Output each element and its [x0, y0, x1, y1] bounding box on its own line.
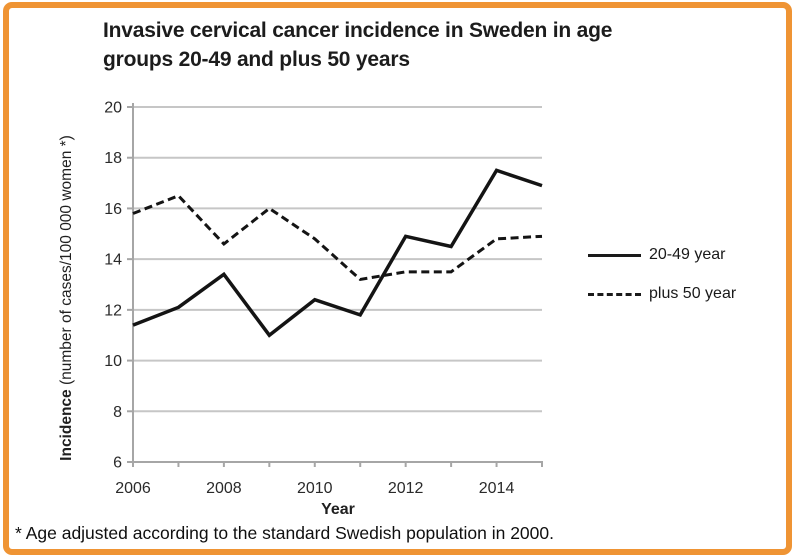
svg-text:2006: 2006: [115, 480, 151, 497]
chart-title: Invasive cervical cancer incidence in Sw…: [103, 17, 612, 74]
svg-text:18: 18: [104, 150, 122, 167]
svg-text:2012: 2012: [388, 480, 424, 497]
y-axis-title: Incidence (number of cases/100 000 women…: [52, 98, 82, 498]
svg-text:6: 6: [113, 455, 122, 472]
svg-text:2010: 2010: [297, 480, 333, 497]
solid-line-swatch: [588, 253, 641, 257]
legend-label: plus 50 year: [649, 285, 737, 302]
y-axis-title-rest: (number of cases/100 000 women *): [58, 135, 76, 390]
y-axis-title-bold: Incidence: [58, 389, 76, 461]
legend-item-20-49: 20-49 year: [588, 244, 736, 266]
legend: 20-49 year plus 50 year: [588, 244, 736, 305]
legend-item-plus-50: plus 50 year: [588, 283, 736, 305]
svg-text:10: 10: [104, 353, 122, 370]
chart-title-line-2: groups 20-49 and plus 50 years: [103, 47, 410, 71]
svg-text:20: 20: [104, 100, 122, 117]
legend-label: 20-49 year: [649, 246, 726, 263]
svg-text:16: 16: [104, 201, 122, 218]
chart-title-line-1: Invasive cervical cancer incidence in Sw…: [103, 19, 613, 42]
footnote: * Age adjusted according to the standard…: [15, 523, 554, 543]
svg-text:8: 8: [113, 404, 122, 421]
svg-text:14: 14: [104, 252, 122, 269]
dashed-line-swatch: [588, 292, 641, 296]
svg-text:12: 12: [104, 302, 122, 319]
svg-text:2008: 2008: [206, 480, 242, 497]
svg-text:2014: 2014: [479, 480, 515, 497]
x-axis-title: Year: [321, 501, 355, 518]
